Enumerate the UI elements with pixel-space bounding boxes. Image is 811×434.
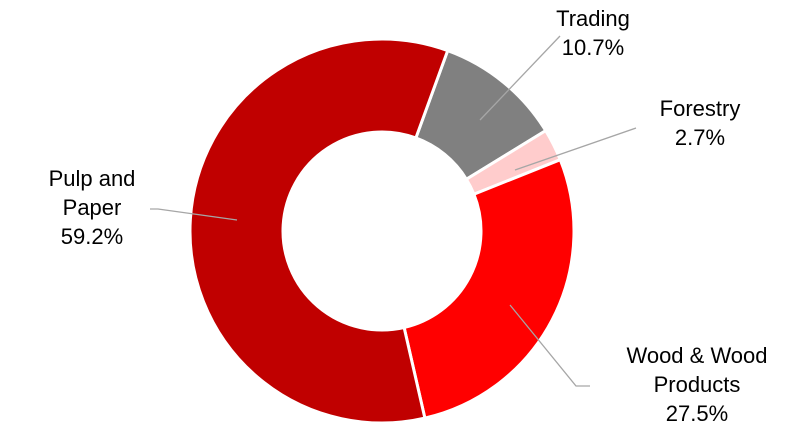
leader-line — [479, 35, 561, 121]
label-value: 59.2% — [60, 224, 124, 249]
label-value: 27.5% — [665, 401, 729, 426]
leader-line — [150, 208, 238, 221]
wedge — [402, 157, 576, 420]
leader-line — [514, 127, 637, 171]
wedge — [188, 37, 450, 425]
label-value: 2.7% — [674, 125, 726, 150]
leader-line — [509, 304, 590, 387]
leader-lines — [150, 35, 637, 387]
wedges — [188, 37, 576, 425]
data-label: Wood & Wood Products 27.5% — [617, 341, 777, 428]
label-value: 10.7% — [561, 35, 625, 60]
label-name: Pulp and Paper — [48, 166, 136, 220]
label-name: Forestry — [659, 96, 741, 121]
label-name: Trading — [556, 6, 630, 31]
data-label: Forestry 2.7% — [640, 94, 760, 152]
label-name: Wood & Wood Products — [626, 343, 768, 397]
data-label: Pulp and Paper 59.2% — [37, 164, 147, 251]
data-label: Trading 10.7% — [533, 4, 653, 62]
